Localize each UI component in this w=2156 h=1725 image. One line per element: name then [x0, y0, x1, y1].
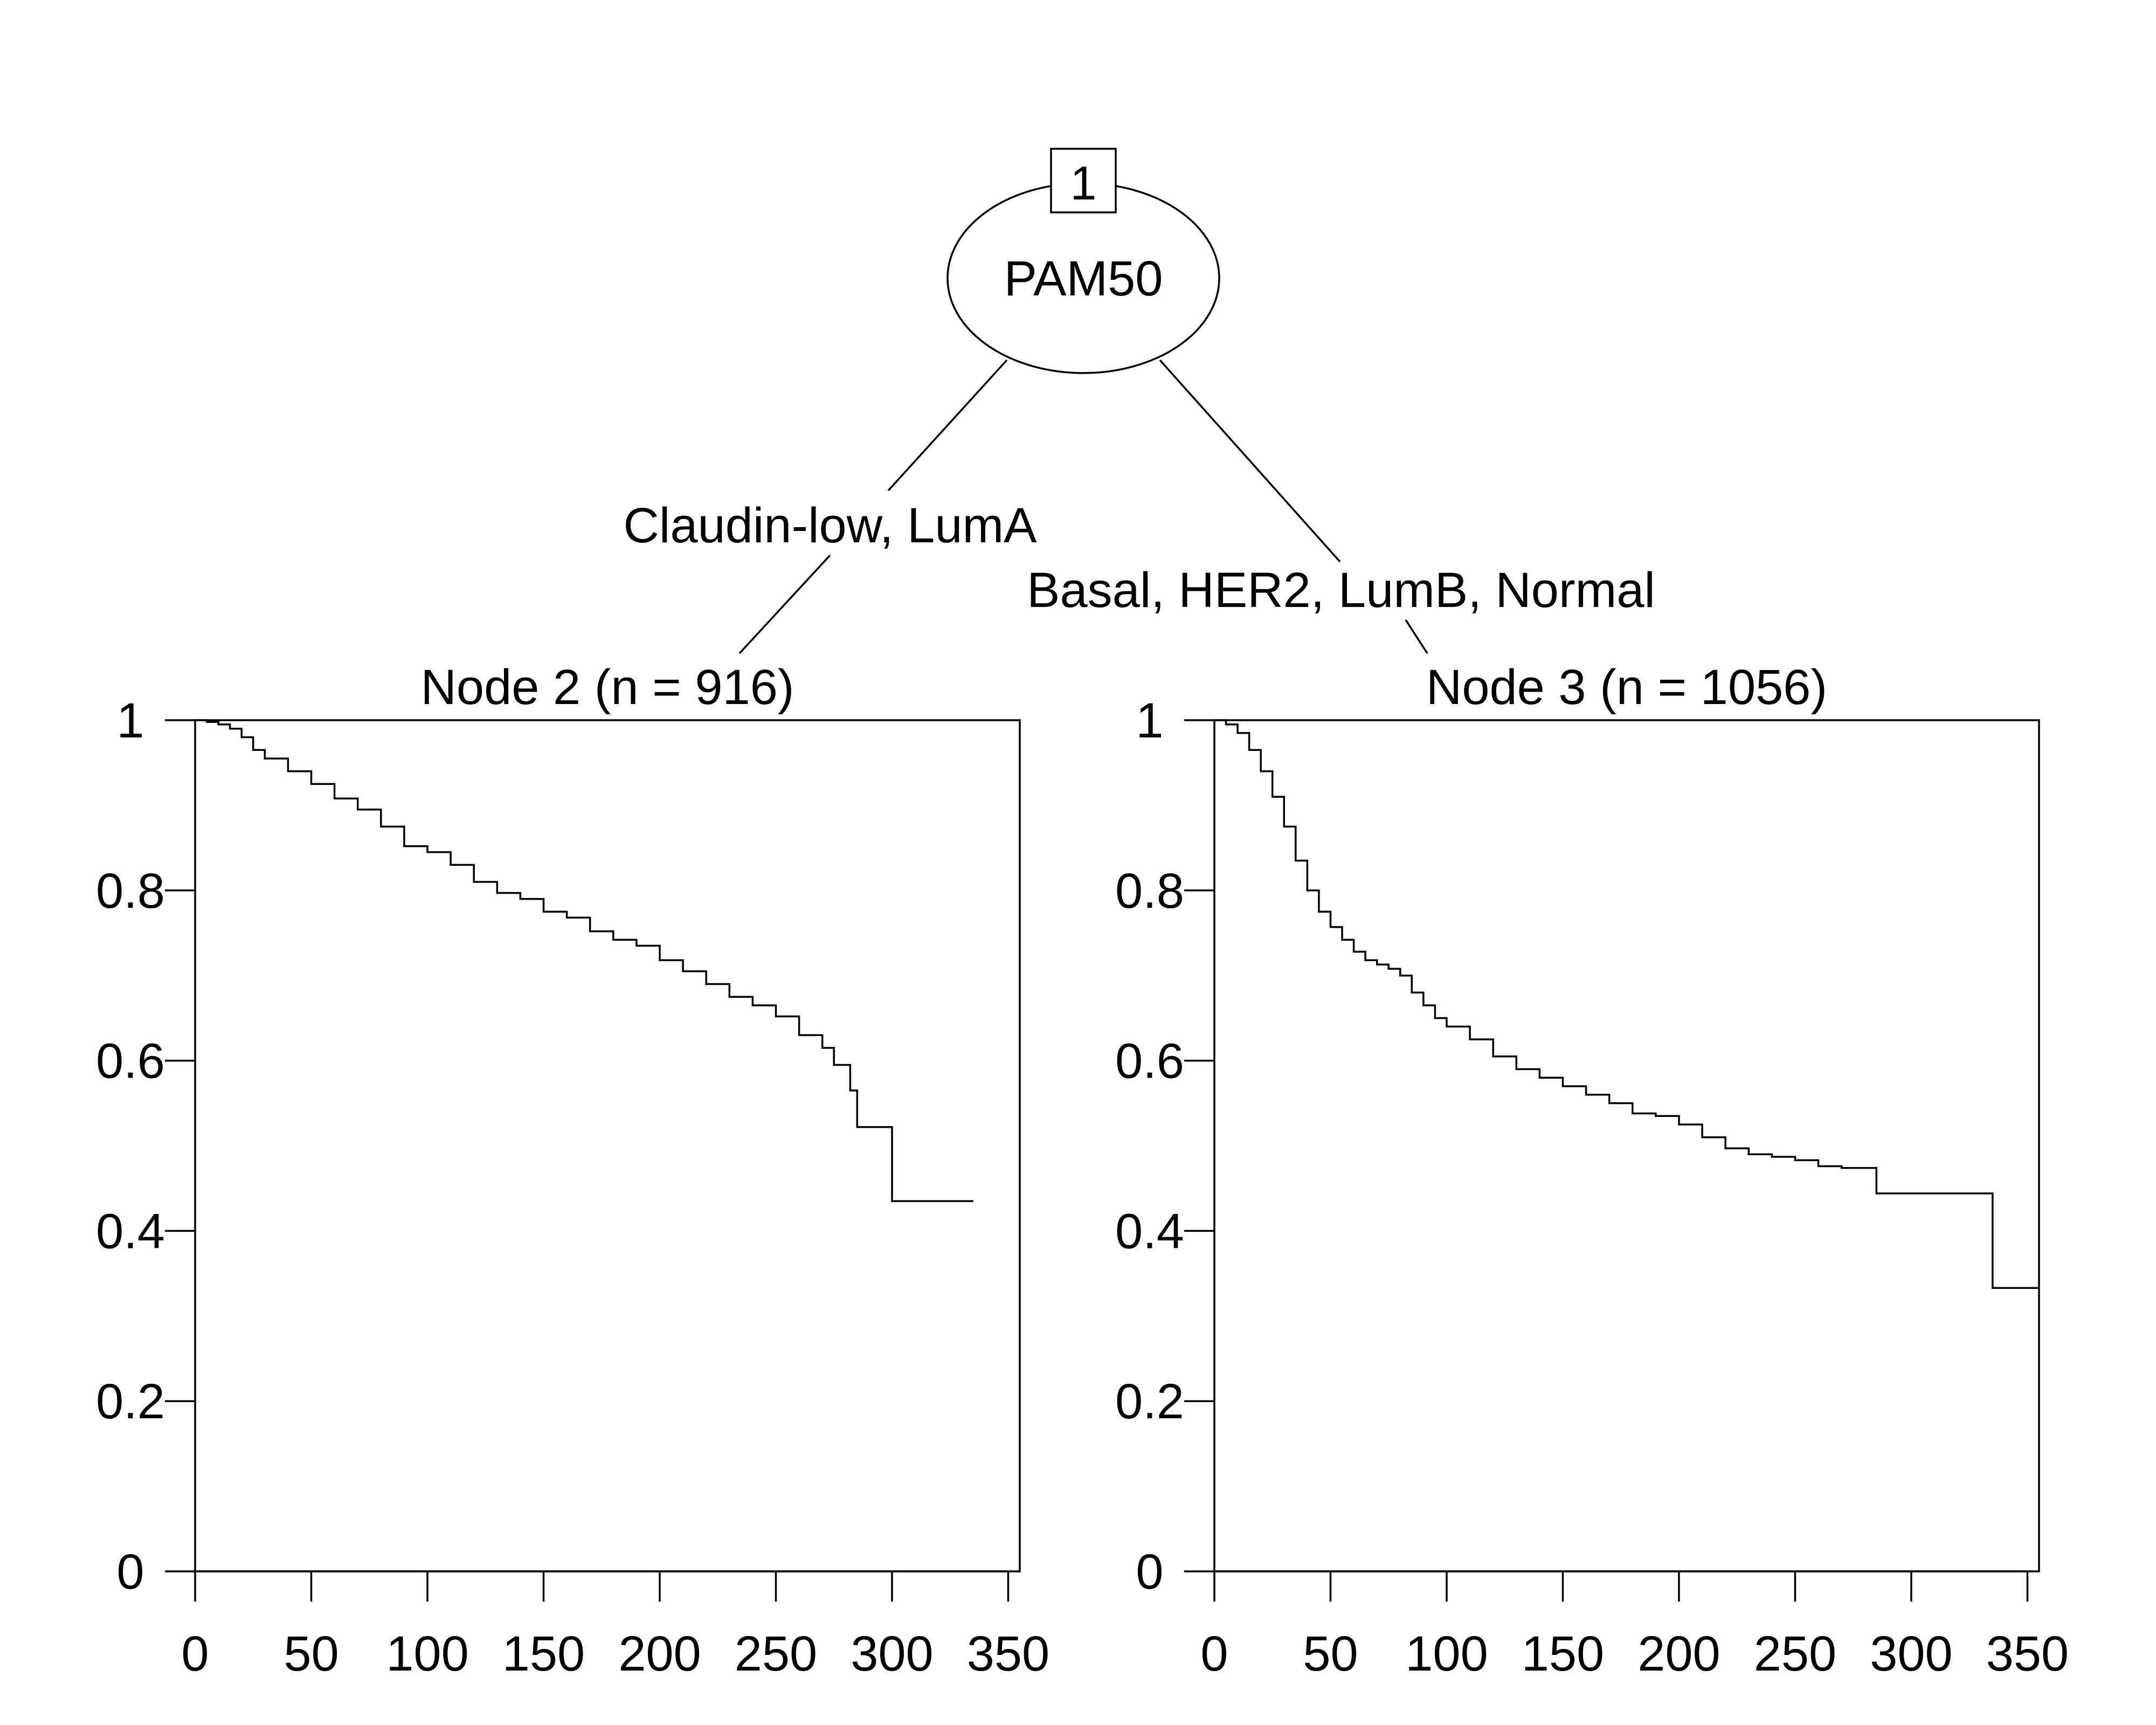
x-tick-label-node-2: 250: [735, 1626, 818, 1681]
x-tick-label-node-2: 150: [502, 1626, 585, 1681]
x-tick-label-node-3: 200: [1637, 1626, 1720, 1681]
x-tick-label-node-3: 0: [1200, 1626, 1228, 1681]
root-node-label: PAM50: [1004, 251, 1163, 306]
root-node-id: 1: [1070, 156, 1097, 210]
x-tick-label-node-2: 0: [181, 1626, 209, 1681]
edge-label-right: Basal, HER2, LumB, Normal: [1027, 563, 1655, 618]
x-tick-label-node-3: 50: [1303, 1626, 1358, 1681]
x-tick-label-node-2: 200: [618, 1626, 701, 1681]
edge-left-segment: [887, 359, 1008, 492]
panel-title-node-3: Node 3 (n = 1056): [1426, 660, 1827, 715]
y-tick-label-node-3: 1: [1136, 693, 1163, 748]
x-tick-label-node-2: 50: [284, 1626, 338, 1681]
plot-frame-node-3: [1213, 719, 2040, 1572]
x-tick-label-node-2: 100: [386, 1626, 469, 1681]
panel-node-2: Node 2 (n = 916) 0 0.2 0.4 0.6 0.8 1 0 50 100 150 2…: [96, 660, 1049, 1681]
y-tick-label-node-2: 0: [116, 1544, 144, 1599]
y-tick-label-node-3: 0.4: [1115, 1204, 1184, 1259]
tree-diagram: 1 PAM50 Claudin-low, LumA Basal, HER2, LumB…: [623, 148, 1655, 654]
plot-frame-node-2: [194, 719, 1021, 1572]
x-tick-label-node-3: 350: [1986, 1626, 2069, 1681]
panel-title-node-2: Node 2 (n = 916): [420, 660, 794, 715]
y-tick-label-node-3: 0.6: [1115, 1034, 1184, 1089]
y-tick-label-node-3: 0.8: [1115, 864, 1184, 919]
edge-right-segment: [1159, 359, 1341, 563]
y-tick-label-node-2: 1: [116, 693, 144, 748]
panel-node-3: Node 3 (n = 1056) 0 0.2 0.4 0.6 0.8 1 0 50 100 150…: [1115, 660, 2069, 1681]
y-tick-label-node-2: 0.4: [96, 1204, 165, 1259]
y-tick-label-node-3: 0: [1136, 1544, 1163, 1599]
y-tick-label-node-2: 0.6: [96, 1034, 165, 1089]
x-tick-label-node-2: 300: [851, 1626, 934, 1681]
survival-curve-node-2: [195, 719, 973, 1202]
x-tick-label-node-2: 350: [967, 1626, 1050, 1681]
y-tick-label-node-3: 0.2: [1115, 1374, 1184, 1429]
y-tick-label-node-2: 0.8: [96, 864, 165, 919]
survival-curve-node-3: [1214, 719, 2039, 1289]
x-tick-label-node-3: 150: [1522, 1626, 1605, 1681]
edge-right-segment: [1405, 619, 1428, 654]
x-tick-label-node-3: 100: [1405, 1626, 1488, 1681]
x-tick-label-node-3: 250: [1754, 1626, 1837, 1681]
root-node-id-box: [1050, 148, 1117, 213]
edge-left-segment: [738, 554, 831, 654]
y-tick-label-node-2: 0.2: [96, 1374, 165, 1429]
x-tick-label-node-3: 300: [1870, 1626, 1953, 1681]
edge-label-left: Claudin-low, LumA: [623, 498, 1037, 553]
